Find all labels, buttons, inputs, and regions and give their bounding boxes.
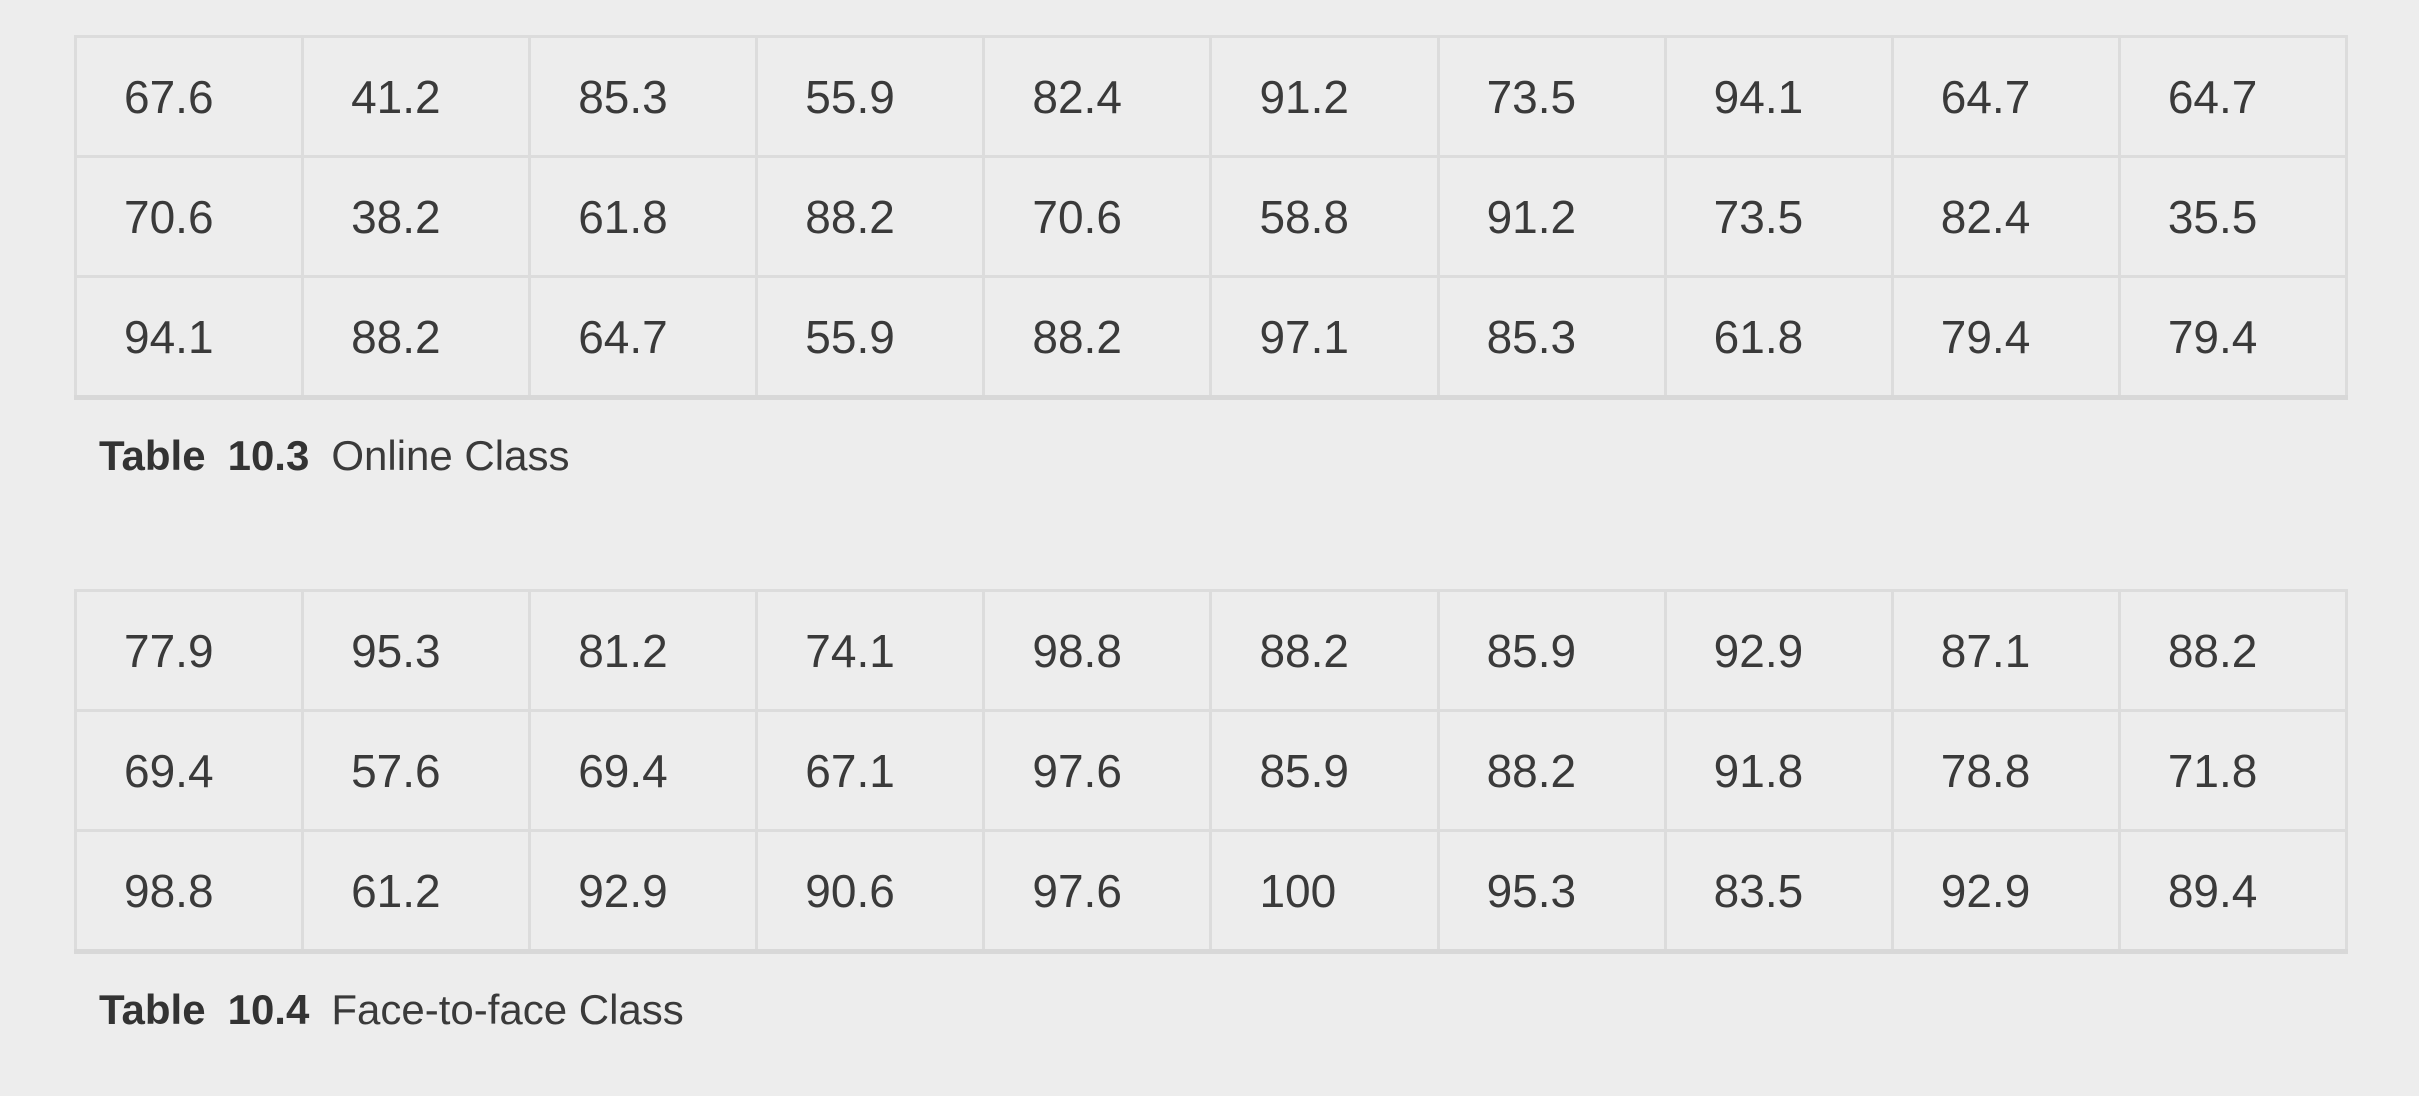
table-cell: 85.9 <box>1209 709 1440 832</box>
data-table-face-to-face-class: 77.9 95.3 81.2 74.1 98.8 88.2 85.9 92.9 87.1 88.2… <box>73 589 2349 954</box>
table-cell: 90.6 <box>755 829 986 953</box>
table-cell: 70.6 <box>73 155 305 278</box>
table-cell: 77.9 <box>73 589 305 712</box>
table-cell: 61.8 <box>528 155 759 278</box>
table-cell: 85.9 <box>1436 589 1667 712</box>
table-body: 67.6 41.2 85.3 55.9 82.4 91.2 73.5 94.1 64.7 64.7… <box>73 35 2349 399</box>
table-face-to-face-class-block: 77.9 95.3 81.2 74.1 98.8 88.2 85.9 92.9 87.1 88.2… <box>73 589 2349 1034</box>
table-cell: 70.6 <box>982 155 1213 278</box>
table-caption: Table 10.4 Face-to-face Class <box>74 986 2348 1034</box>
table-cell: 67.6 <box>73 35 305 158</box>
table-cell: 91.2 <box>1436 155 1667 278</box>
caption-number: 10.4 <box>227 986 310 1033</box>
caption-number: 10.3 <box>227 432 310 479</box>
table-cell: 82.4 <box>1890 155 2121 278</box>
table-cell: 92.9 <box>1890 829 2121 953</box>
table-cell: 41.2 <box>301 35 532 158</box>
table-cell: 98.8 <box>982 589 1213 712</box>
table-cell: 88.2 <box>2117 589 2349 712</box>
table-row: 98.8 61.2 92.9 90.6 97.6 100 95.3 83.5 92.9 89.4 <box>73 829 2349 953</box>
table-row: 67.6 41.2 85.3 55.9 82.4 91.2 73.5 94.1 64.7 64.7 <box>73 35 2349 158</box>
table-cell: 73.5 <box>1663 155 1894 278</box>
table-cell: 79.4 <box>2117 275 2349 399</box>
table-cell: 88.2 <box>755 155 986 278</box>
table-row: 77.9 95.3 81.2 74.1 98.8 88.2 85.9 92.9 87.1 88.2 <box>73 589 2349 712</box>
table-cell: 64.7 <box>1890 35 2121 158</box>
table-cell: 88.2 <box>982 275 1213 399</box>
table-cell: 85.3 <box>528 35 759 158</box>
caption-text: Face-to-face Class <box>331 986 684 1033</box>
table-row: 70.6 38.2 61.8 88.2 70.6 58.8 91.2 73.5 82.4 35.5 <box>73 155 2349 278</box>
table-body: 77.9 95.3 81.2 74.1 98.8 88.2 85.9 92.9 87.1 88.2… <box>73 589 2349 953</box>
table-cell: 85.3 <box>1436 275 1667 399</box>
table-cell: 83.5 <box>1663 829 1894 953</box>
table-cell: 95.3 <box>1436 829 1667 953</box>
table-cell: 87.1 <box>1890 589 2121 712</box>
table-cell: 55.9 <box>755 275 986 399</box>
table-cell: 64.7 <box>528 275 759 399</box>
caption-text: Online Class <box>331 432 570 479</box>
table-cell: 61.2 <box>301 829 532 953</box>
caption-label: Table <box>99 986 206 1033</box>
table-cell: 55.9 <box>755 35 986 158</box>
table-cell: 100 <box>1209 829 1440 953</box>
table-cell: 61.8 <box>1663 275 1894 399</box>
table-cell: 91.2 <box>1209 35 1440 158</box>
table-cell: 73.5 <box>1436 35 1667 158</box>
table-cell: 38.2 <box>301 155 532 278</box>
table-caption: Table 10.3 Online Class <box>74 432 2348 480</box>
table-cell: 98.8 <box>73 829 305 953</box>
data-table-online-class: 67.6 41.2 85.3 55.9 82.4 91.2 73.5 94.1 64.7 64.7… <box>73 35 2349 400</box>
table-cell: 78.8 <box>1890 709 2121 832</box>
table-online-class-block: 67.6 41.2 85.3 55.9 82.4 91.2 73.5 94.1 64.7 64.7… <box>73 35 2349 480</box>
table-cell: 88.2 <box>1436 709 1667 832</box>
table-cell: 35.5 <box>2117 155 2349 278</box>
table-cell: 88.2 <box>1209 589 1440 712</box>
table-cell: 69.4 <box>73 709 305 832</box>
caption-label: Table <box>99 432 206 479</box>
table-cell: 71.8 <box>2117 709 2349 832</box>
table-cell: 94.1 <box>73 275 305 399</box>
table-cell: 81.2 <box>528 589 759 712</box>
table-cell: 67.1 <box>755 709 986 832</box>
table-row: 94.1 88.2 64.7 55.9 88.2 97.1 85.3 61.8 79.4 79.4 <box>73 275 2349 399</box>
table-cell: 97.6 <box>982 709 1213 832</box>
table-cell: 88.2 <box>301 275 532 399</box>
table-cell: 92.9 <box>1663 589 1894 712</box>
table-cell: 74.1 <box>755 589 986 712</box>
table-cell: 92.9 <box>528 829 759 953</box>
table-cell: 97.1 <box>1209 275 1440 399</box>
table-cell: 91.8 <box>1663 709 1894 832</box>
table-cell: 89.4 <box>2117 829 2349 953</box>
table-cell: 79.4 <box>1890 275 2121 399</box>
table-cell: 64.7 <box>2117 35 2349 158</box>
table-cell: 57.6 <box>301 709 532 832</box>
table-cell: 94.1 <box>1663 35 1894 158</box>
table-row: 69.4 57.6 69.4 67.1 97.6 85.9 88.2 91.8 78.8 71.8 <box>73 709 2349 832</box>
table-cell: 82.4 <box>982 35 1213 158</box>
table-cell: 95.3 <box>301 589 532 712</box>
table-cell: 69.4 <box>528 709 759 832</box>
table-cell: 97.6 <box>982 829 1213 953</box>
table-cell: 58.8 <box>1209 155 1440 278</box>
